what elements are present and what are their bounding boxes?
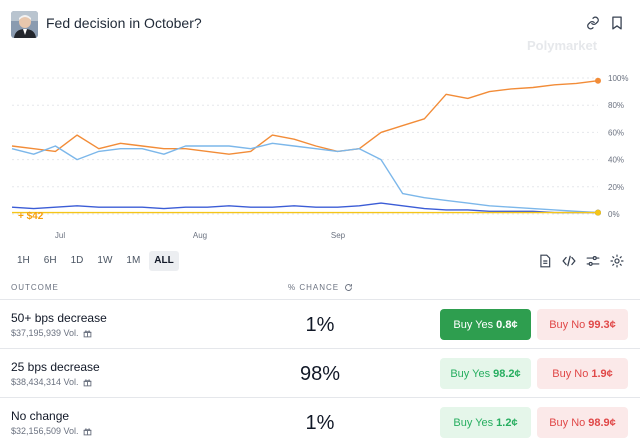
y-tick-label: 80%: [608, 101, 624, 110]
outcome-name: No change: [11, 409, 70, 423]
x-tick-label: Jul: [55, 231, 65, 240]
y-tick-label: 0%: [608, 210, 620, 219]
outcome-row[interactable]: No change $32,156,509 Vol. 1% Buy Yes 1.2…: [0, 398, 640, 446]
outcome-volume: $37,195,939 Vol.: [11, 328, 92, 338]
range-button-1m[interactable]: 1M: [126, 255, 141, 266]
series-endpoint-3: [595, 209, 601, 216]
sliders-icon[interactable]: [585, 253, 601, 269]
document-icon[interactable]: [537, 253, 553, 269]
series-line-1: [11, 142, 599, 214]
page-title: Fed decision in October?: [46, 15, 202, 31]
y-tick-label: 100%: [608, 74, 628, 83]
buy-no-button[interactable]: Buy No 99.3¢: [537, 309, 628, 340]
gift-icon: [83, 428, 91, 435]
divider: [0, 397, 640, 398]
outcome-column-header: OUTCOME: [11, 283, 59, 292]
buy-yes-button[interactable]: Buy Yes 98.2¢: [440, 358, 531, 389]
buy-no-button[interactable]: Buy No 1.9¢: [537, 358, 628, 389]
range-button-1d[interactable]: 1D: [70, 255, 84, 266]
y-tick-label: 60%: [608, 128, 624, 137]
pnl-label: + $42: [18, 211, 44, 222]
series-endpoint-0: [595, 77, 601, 84]
gear-icon[interactable]: [609, 253, 625, 269]
x-tick-label: Sep: [331, 231, 346, 240]
divider: [0, 348, 640, 349]
range-button-1h[interactable]: 1H: [17, 255, 30, 266]
buy-no-button[interactable]: Buy No 98.9¢: [537, 407, 628, 438]
watermark-logo: Polymarket: [527, 38, 598, 53]
chance-column-header: % CHANCE: [288, 283, 353, 292]
buy-yes-button[interactable]: Buy Yes 0.8¢: [440, 309, 531, 340]
range-button-1w[interactable]: 1W: [97, 255, 113, 266]
y-tick-label: 40%: [608, 156, 624, 165]
chart-svg: 100% 80% 60% 40% 20% 0% Jul Aug Sep: [11, 74, 628, 240]
divider: [0, 299, 640, 300]
market-header: Fed decision in October?: [0, 0, 640, 48]
bookmark-icon[interactable]: [608, 14, 626, 32]
range-button-all[interactable]: ALL: [149, 251, 179, 271]
series-line-0: [11, 80, 599, 155]
outcome-volume: $38,434,314 Vol.: [11, 377, 92, 387]
outcome-row[interactable]: 50+ bps decrease $37,195,939 Vol. 1% Buy…: [0, 300, 640, 348]
outcome-chance: 98%: [299, 363, 341, 385]
range-button-6h[interactable]: 6H: [43, 255, 57, 266]
market-avatar: [11, 11, 38, 38]
gift-icon: [83, 330, 91, 337]
refresh-icon[interactable]: [344, 283, 353, 292]
x-tick-label: Aug: [193, 231, 207, 240]
series-line-2: [11, 202, 598, 214]
outcome-row[interactable]: 25 bps decrease $38,434,314 Vol. 98% Buy…: [0, 349, 640, 397]
y-tick-label: 20%: [608, 183, 624, 192]
outcome-name: 50+ bps decrease: [11, 311, 107, 325]
outcome-name: 25 bps decrease: [11, 360, 100, 374]
price-chart[interactable]: 100% 80% 60% 40% 20% 0% Jul Aug Sep: [0, 48, 640, 248]
gift-icon: [83, 379, 91, 386]
chance-header-label: % CHANCE: [288, 283, 340, 292]
embed-code-icon[interactable]: [561, 253, 577, 269]
buy-yes-button[interactable]: Buy Yes 1.2¢: [440, 407, 531, 438]
outcome-chance: 1%: [305, 314, 335, 336]
link-icon[interactable]: [584, 14, 602, 32]
outcome-chance: 1%: [305, 412, 335, 434]
outcome-volume: $32,156,509 Vol.: [11, 426, 92, 436]
range-selector: 1H 6H 1D 1W 1M ALL: [12, 251, 179, 271]
